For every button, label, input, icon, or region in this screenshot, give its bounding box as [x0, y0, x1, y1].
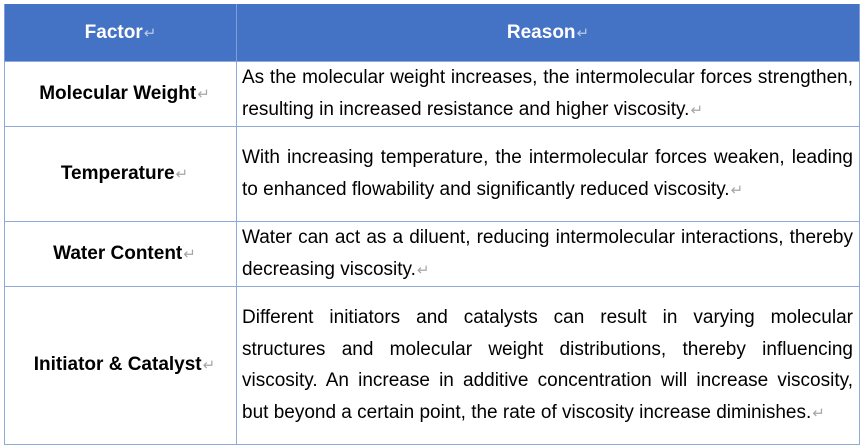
- paragraph-mark-icon: ↵: [197, 85, 210, 103]
- reason-text: With increasing temperature, the intermo…: [242, 147, 853, 200]
- header-reason: Reason↵: [236, 4, 860, 62]
- paragraph-mark-icon: ↵: [690, 101, 704, 119]
- table-row: Water Content↵ Water can act as a diluen…: [4, 221, 860, 287]
- factor-label: Temperature: [60, 162, 175, 184]
- reason-text: As the molecular weight increases, the i…: [242, 67, 853, 120]
- factor-cell: Initiator & Catalyst↵: [4, 286, 237, 445]
- table-row: Temperature↵ With increasing temperature…: [4, 126, 860, 222]
- header-factor: Factor↵: [4, 4, 237, 62]
- factor-reason-table-container: Factor↵ Reason↵ Molecular Weight↵ As the…: [4, 4, 860, 445]
- reason-text: Water can act as a diluent, reducing int…: [242, 227, 853, 280]
- table-header-row: Factor↵ Reason↵: [4, 4, 860, 62]
- factor-reason-table: Factor↵ Reason↵ Molecular Weight↵ As the…: [4, 4, 860, 445]
- reason-cell: Different initiators and catalysts can r…: [236, 286, 860, 445]
- paragraph-mark-icon: ↵: [812, 404, 825, 422]
- header-factor-label: Factor: [84, 21, 143, 43]
- factor-label: Water Content: [53, 242, 183, 264]
- paragraph-mark-icon: ↵: [576, 24, 590, 42]
- factor-cell: Temperature↵: [4, 126, 237, 222]
- reason-text: Different initiators and catalysts can r…: [242, 307, 853, 423]
- header-reason-label: Reason: [506, 21, 576, 43]
- reason-cell: As the molecular weight increases, the i…: [236, 61, 860, 127]
- paragraph-mark-icon: ↵: [416, 261, 430, 279]
- paragraph-mark-icon: ↵: [143, 24, 157, 42]
- reason-cell: With increasing temperature, the intermo…: [236, 126, 860, 222]
- factor-cell: Molecular Weight↵: [4, 61, 237, 127]
- paragraph-mark-icon: ↵: [175, 165, 189, 183]
- reason-cell: Water can act as a diluent, reducing int…: [236, 221, 860, 287]
- factor-label: Molecular Weight: [39, 82, 197, 104]
- table-row: Initiator & Catalyst↵ Different initiato…: [4, 286, 860, 445]
- factor-cell: Water Content↵: [4, 221, 237, 287]
- paragraph-mark-icon: ↵: [183, 245, 196, 263]
- paragraph-mark-icon: ↵: [730, 181, 744, 199]
- paragraph-mark-icon: ↵: [202, 357, 216, 375]
- factor-label: Initiator & Catalyst: [33, 354, 202, 376]
- table-row: Molecular Weight↵ As the molecular weigh…: [4, 61, 860, 127]
